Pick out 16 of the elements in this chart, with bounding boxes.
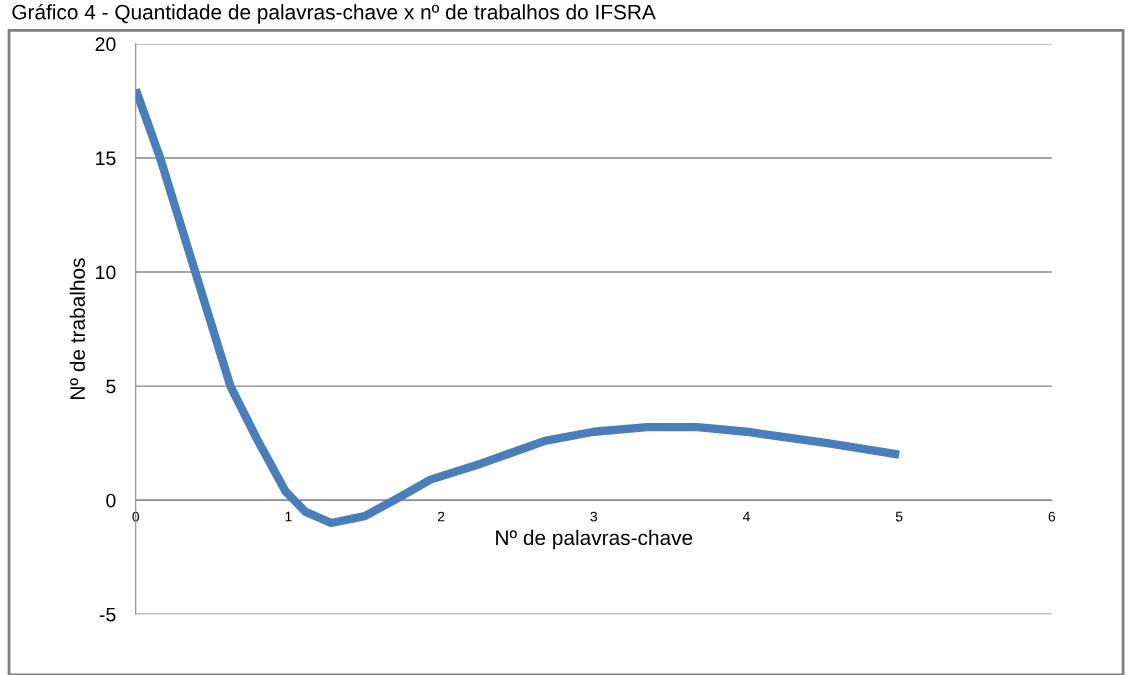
x-tick-label: 4 — [742, 511, 750, 522]
chart-title: Gráfico 4 - Quantidade de palavras-chave x nº de trabalhos do IFSRA — [12, 3, 656, 24]
x-tick-label: 0 — [132, 511, 140, 522]
y-tick-label: -5 — [99, 607, 116, 622]
x-tick-label: 1 — [285, 511, 292, 522]
y-tick-label: 15 — [96, 151, 116, 166]
x-tick-label: 3 — [590, 511, 598, 522]
x-axis-title: Nº de palavras-chave — [496, 529, 693, 550]
x-tick-label: 6 — [1048, 511, 1056, 522]
x-tick-label: 5 — [895, 511, 903, 522]
y-tick-label: 10 — [96, 265, 116, 280]
y-tick-label: 20 — [95, 37, 116, 52]
y-tick-label: 0 — [106, 493, 116, 508]
x-tick-label: 2 — [437, 511, 445, 522]
y-axis-title: Nº de trabalhos — [69, 258, 85, 399]
y-tick-label: 5 — [106, 379, 116, 394]
